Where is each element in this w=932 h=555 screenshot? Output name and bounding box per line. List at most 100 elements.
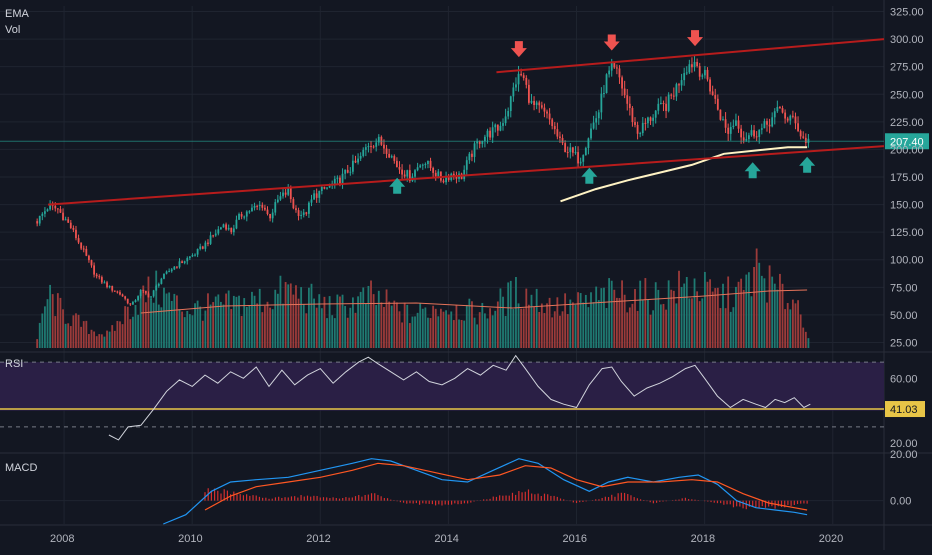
arrow-up-icon[interactable] (799, 156, 816, 173)
candle-body (512, 87, 515, 97)
arrow-up-icon[interactable] (389, 177, 406, 194)
volume-bar (152, 302, 155, 348)
candle-body (693, 61, 696, 68)
candle-body (320, 187, 323, 191)
volume-bar (199, 306, 202, 348)
candle-body (49, 204, 52, 210)
candle-body (499, 125, 502, 131)
candle-body (486, 130, 489, 137)
volume-bar (512, 309, 515, 348)
candle-body (220, 227, 222, 230)
volume-bar (458, 319, 460, 348)
volume-bar (85, 320, 88, 348)
candle-body (300, 214, 303, 216)
candle-body (538, 102, 541, 106)
volume-bar (59, 297, 62, 348)
candle-body (119, 292, 121, 295)
candle-body (455, 175, 458, 179)
candle-body (199, 246, 202, 249)
volume-bar (618, 298, 621, 348)
volume-bar (628, 307, 631, 348)
candle-body (584, 148, 587, 156)
arrow-up-icon[interactable] (744, 162, 761, 179)
candle-body (476, 141, 479, 144)
arrow-down-icon[interactable] (687, 30, 704, 47)
candle-body (437, 171, 440, 177)
candle-body (791, 115, 794, 117)
volume-bar (191, 315, 194, 348)
price-axis-tick: 125.00 (890, 227, 924, 239)
candle-body (491, 127, 494, 138)
candle-body (351, 160, 354, 172)
resistance-trendline[interactable] (496, 38, 885, 74)
volume-bar (137, 314, 139, 348)
candle-body (240, 214, 243, 217)
macd-axis-tick: 0.00 (890, 496, 911, 508)
candle-body (766, 121, 768, 125)
macd-indicator-label[interactable]: MACD (5, 462, 38, 474)
volume-bar (88, 334, 90, 348)
volume-bar (403, 302, 406, 348)
candle-body (641, 122, 644, 134)
volume-bar (90, 329, 93, 348)
candle-body (507, 111, 510, 117)
volume-bar (282, 303, 284, 348)
candle-body (93, 265, 95, 275)
volume-bar (639, 280, 642, 348)
candle-body (289, 188, 292, 200)
volume-bar (437, 316, 440, 348)
support-trendline[interactable] (47, 145, 885, 206)
volume-bar (155, 270, 158, 348)
volume-bar (603, 287, 605, 348)
candle-body (82, 248, 85, 250)
candle-body (548, 113, 551, 120)
candle-body (67, 219, 70, 223)
volume-bar (372, 294, 375, 348)
arrow-down-icon[interactable] (510, 41, 527, 58)
candle-body (155, 285, 158, 291)
volume-bar (665, 309, 667, 348)
volume-bar (636, 310, 639, 348)
candle-body (390, 156, 393, 158)
rsi-value-badge (885, 401, 925, 418)
arrow-down-icon[interactable] (603, 34, 620, 51)
volume-bar (471, 301, 473, 348)
volume-bar (525, 288, 528, 348)
ema-indicator-label[interactable]: EMA (5, 8, 29, 20)
volume-bar (75, 313, 77, 348)
candle-body (559, 136, 561, 138)
candle-body (377, 136, 380, 143)
candle-body (709, 79, 711, 92)
volume-bar (113, 330, 116, 348)
volume-bar (504, 315, 507, 348)
candle-body (88, 255, 90, 261)
volume-bar (659, 304, 662, 348)
candle-body (95, 274, 98, 277)
volume-bar (119, 321, 121, 348)
arrow-up-icon[interactable] (581, 167, 598, 184)
volume-bar (579, 293, 582, 348)
volume-bar (773, 283, 776, 348)
volume-bar (186, 310, 189, 348)
volume-bar (240, 316, 243, 348)
candle-body (126, 298, 129, 304)
volume-bar (375, 305, 378, 348)
rsi-indicator-label[interactable]: RSI (5, 358, 24, 370)
candle-body (703, 69, 706, 76)
volume-bar (530, 294, 533, 348)
vol-indicator-label[interactable]: Vol (5, 24, 21, 36)
candle-body (124, 296, 127, 299)
candle-body (442, 180, 445, 183)
volume-bar (556, 297, 559, 348)
volume-bar (245, 306, 248, 348)
candle-body (56, 208, 59, 210)
volume-bar (385, 289, 388, 348)
candle-body (579, 161, 582, 164)
volume-bar (377, 290, 380, 348)
volume-bar (776, 289, 779, 348)
volume-bar (610, 280, 613, 348)
volume-bar (142, 285, 145, 348)
volume-bar (292, 294, 295, 348)
